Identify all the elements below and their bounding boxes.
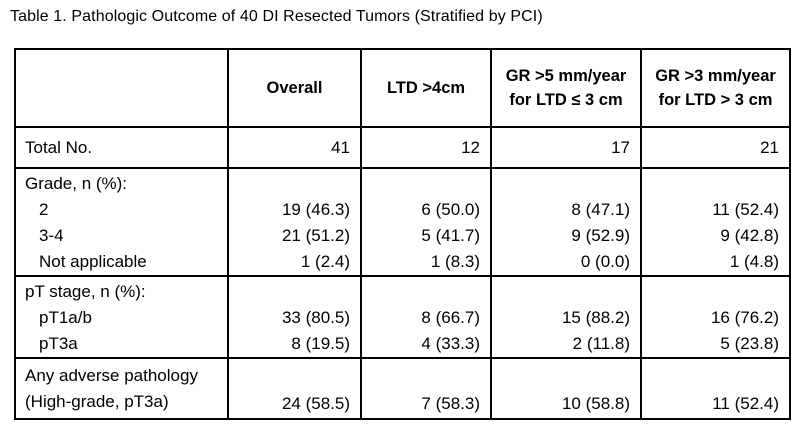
grade-2-label: 2 xyxy=(39,200,49,219)
total-no-overall-value: 41 xyxy=(227,126,362,169)
pt1ab-label: pT1a/b xyxy=(39,308,92,327)
pathologic-outcome-table: Overall LTD >4cm GR >5 mm/year for LTD ≤… xyxy=(14,48,791,420)
total-no-label: Total No. xyxy=(14,126,229,169)
row-total-no: Total No. 41 12 17 21 xyxy=(14,126,791,169)
grade-na-label: Not applicable xyxy=(39,252,147,271)
col-header-gr5-ltd-le3: GR >5 mm/year for LTD ≤ 3 cm xyxy=(490,48,642,128)
spacer-line xyxy=(363,171,480,197)
pt3a-gr3-value: 5 (23.8) xyxy=(720,334,779,353)
pt-stage-section-label: pT stage, n (%): xyxy=(25,282,146,301)
pt1ab-ltd4-value: 8 (66.7) xyxy=(421,308,480,327)
adverse-overall-value: 24 (58.5) xyxy=(227,357,362,420)
adverse-label-line2: (High-grade, pT3a) xyxy=(25,391,169,411)
spacer-line xyxy=(643,279,779,305)
row-adverse-pathology: Any adverse pathology (High-grade, pT3a)… xyxy=(14,357,791,420)
total-no-gr5-value: 17 xyxy=(490,126,642,169)
row-grade-section: Grade, n (%): 2 3-4 Not applicable 19 (4… xyxy=(14,167,791,277)
pt-stage-label-cell: pT stage, n (%): pT1a/b pT3a xyxy=(14,275,229,359)
spacer-line xyxy=(493,279,630,305)
grade-na-ltd4-value: 1 (8.3) xyxy=(430,252,480,271)
grade-3-4-gr3-value: 9 (42.8) xyxy=(720,226,779,245)
adverse-gr5-value: 10 (58.8) xyxy=(490,357,642,420)
pt3a-gr5-value: 2 (11.8) xyxy=(572,334,630,353)
col-header-ltd4cm: LTD >4cm xyxy=(360,48,492,128)
adverse-label-line1: Any adverse pathology xyxy=(25,365,198,385)
grade-gr3-cell: 11 (52.4) 9 (42.8) 1 (4.8) xyxy=(640,167,791,277)
pt1ab-gr3-value: 16 (76.2) xyxy=(710,308,779,327)
grade-3-4-overall-value: 21 (51.2) xyxy=(281,226,350,245)
grade-2-overall-value: 19 (46.3) xyxy=(281,200,350,219)
grade-na-overall-value: 1 (2.4) xyxy=(300,252,350,271)
table-title: Table 1. Pathologic Outcome of 40 DI Res… xyxy=(10,8,543,25)
adverse-ltd4-value: 7 (58.3) xyxy=(360,357,492,420)
grade-section-label: Grade, n (%): xyxy=(25,174,128,193)
adverse-label-cell: Any adverse pathology (High-grade, pT3a) xyxy=(14,357,229,420)
header-row: Overall LTD >4cm GR >5 mm/year for LTD ≤… xyxy=(14,48,791,128)
pt-stage-gr5-cell: 15 (88.2) 2 (11.8) xyxy=(490,275,642,359)
grade-na-gr3-value: 1 (4.8) xyxy=(729,252,779,271)
grade-3-4-ltd4-value: 5 (41.7) xyxy=(421,226,480,245)
corner-header-cell xyxy=(14,48,229,128)
pt3a-label: pT3a xyxy=(39,334,78,353)
row-pt-stage-section: pT stage, n (%): pT1a/b pT3a 33 (80.5) 8… xyxy=(14,275,791,359)
grade-ltd4-cell: 6 (50.0) 5 (41.7) 1 (8.3) xyxy=(360,167,492,277)
grade-2-gr3-value: 11 (52.4) xyxy=(712,200,779,219)
grade-2-ltd4-value: 6 (50.0) xyxy=(421,200,480,219)
grade-gr5-cell: 8 (47.1) 9 (52.9) 0 (0.0) xyxy=(490,167,642,277)
spacer-line xyxy=(493,171,630,197)
grade-3-4-label: 3-4 xyxy=(39,226,64,245)
spacer-line xyxy=(363,279,480,305)
grade-2-gr5-value: 8 (47.1) xyxy=(571,200,630,219)
col-header-gr3-ltd-gt3: GR >3 mm/year for LTD > 3 cm xyxy=(640,48,791,128)
col-header-overall: Overall xyxy=(227,48,362,128)
pt1ab-gr5-value: 15 (88.2) xyxy=(561,308,630,327)
adverse-gr3-value: 11 (52.4) xyxy=(640,357,791,420)
grade-3-4-gr5-value: 9 (52.9) xyxy=(571,226,630,245)
pt-stage-ltd4-cell: 8 (66.7) 4 (33.3) xyxy=(360,275,492,359)
spacer-line xyxy=(230,279,350,305)
pt3a-ltd4-value: 4 (33.3) xyxy=(421,334,480,353)
spacer-line xyxy=(230,171,350,197)
spacer-line xyxy=(643,171,779,197)
grade-na-gr5-value: 0 (0.0) xyxy=(580,252,630,271)
total-no-gr3-value: 21 xyxy=(640,126,791,169)
pt-stage-overall-cell: 33 (80.5) 8 (19.5) xyxy=(227,275,362,359)
grade-label-cell: Grade, n (%): 2 3-4 Not applicable xyxy=(14,167,229,277)
total-no-ltd4-value: 12 xyxy=(360,126,492,169)
pt-stage-gr3-cell: 16 (76.2) 5 (23.8) xyxy=(640,275,791,359)
pt1ab-overall-value: 33 (80.5) xyxy=(281,308,350,327)
pt3a-overall-value: 8 (19.5) xyxy=(291,334,350,353)
grade-overall-cell: 19 (46.3) 21 (51.2) 1 (2.4) xyxy=(227,167,362,277)
